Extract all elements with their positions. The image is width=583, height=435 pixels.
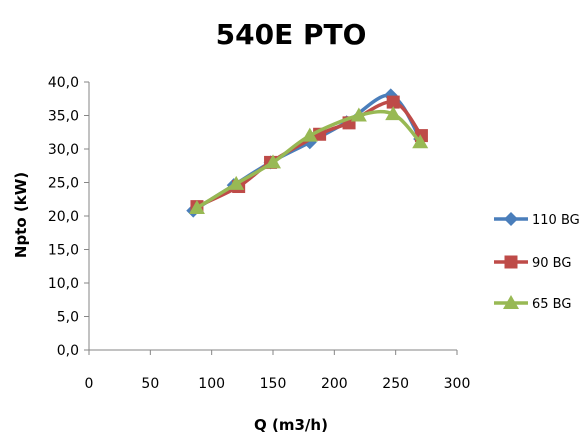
legend-label: 110 BG: [532, 213, 580, 228]
y-tick-label: 25,0: [48, 176, 79, 192]
data-point-triangle: [228, 175, 245, 190]
y-tick-label: 40,0: [48, 75, 79, 91]
y-tick-label: 5,0: [57, 310, 79, 326]
legend-item: 90 BG: [494, 255, 571, 271]
legend-marker-triangle: [503, 295, 519, 309]
legend-item: 110 BG: [494, 212, 580, 228]
x-tick-label: 200: [321, 376, 348, 392]
y-tick-label: 20,0: [48, 209, 79, 225]
data-point-triangle: [350, 107, 367, 122]
x-tick-labels: 0 50 100 150 200 250 300: [85, 376, 471, 392]
data-point-triangle: [188, 199, 205, 214]
x-tick-label: 0: [85, 376, 94, 392]
data-point-triangle: [301, 127, 318, 142]
data-point-triangle: [412, 134, 429, 149]
y-tick-label: 30,0: [48, 142, 79, 158]
x-tick-label: 150: [260, 376, 287, 392]
series-layer: [186, 88, 429, 218]
data-point-triangle: [265, 154, 281, 169]
legend-item: 65 BG: [494, 295, 571, 312]
legend-marker-diamond: [504, 212, 518, 226]
data-point-triangle: [385, 106, 402, 121]
legend-marker-square: [504, 255, 518, 269]
data-point-square: [386, 95, 400, 109]
x-tick-label: 300: [444, 376, 471, 392]
axes: [84, 81, 458, 355]
x-tick-label: 100: [198, 376, 225, 392]
legend: 110 BG 90 BG 65 BG: [494, 212, 580, 312]
y-tick-label: 10,0: [48, 276, 79, 292]
x-tick-label: 50: [141, 376, 159, 392]
y-tick-labels: 0,0 5,0 10,0 15,0 20,0 25,0 30,0 35,0 40,0: [48, 75, 79, 359]
legend-label: 65 BG: [532, 297, 571, 312]
y-tick-label: 0,0: [57, 343, 79, 359]
series-65-bg: [188, 106, 429, 214]
x-tick-label: 250: [382, 376, 409, 392]
legend-label: 90 BG: [532, 256, 571, 271]
y-axis-title: Npto (kW): [12, 172, 30, 258]
x-axis-title: Q (m3/h): [254, 416, 328, 434]
y-tick-label: 35,0: [48, 109, 79, 125]
y-tick-label: 15,0: [48, 243, 79, 259]
series-line: [196, 109, 422, 210]
chart-title: 540E PTO: [216, 18, 367, 51]
